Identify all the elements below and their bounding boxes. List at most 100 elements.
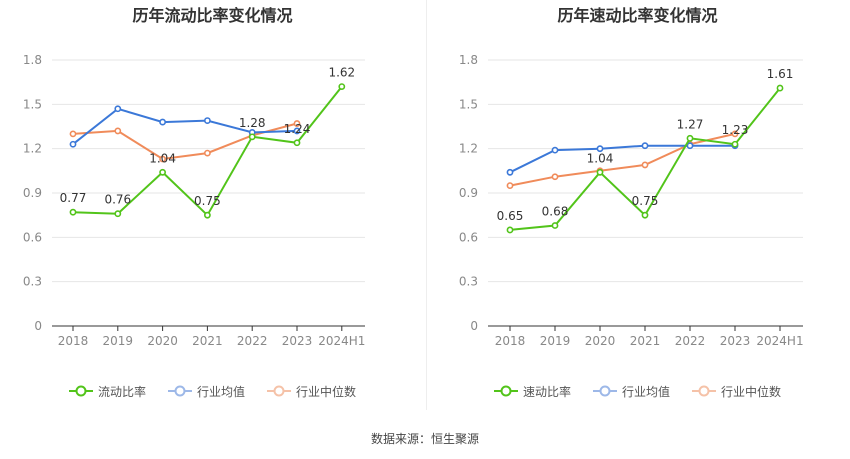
data-label: 1.62 (328, 66, 355, 80)
y-tick-label: 0 (34, 319, 42, 333)
legend-label: 流动比率 (97, 384, 146, 399)
y-tick-label: 0 (470, 319, 478, 333)
y-tick-label: 0.6 (459, 230, 478, 244)
data-point (203, 211, 211, 219)
x-tick-label: 2023 (720, 334, 751, 348)
legend-item-ratio[interactable]: 速动比率 (493, 383, 571, 400)
data-point (506, 226, 514, 234)
data-point (203, 149, 211, 157)
y-tick-label: 0.3 (459, 275, 478, 289)
y-tick-label: 0.3 (23, 275, 42, 289)
data-point (293, 120, 301, 127)
quick-ratio-chart-panel: 历年速动比率变化情况 0 0.3 0.6 0.9 1.2 1.5 1.8 2018 2019 20… (425, 0, 850, 420)
data-point (731, 130, 739, 138)
data-point (159, 118, 166, 126)
current-ratio-chart-panel: 历年流动比率变化情况 0 0.3 0.6 0.9 1.2 1.5 1.8 2018 2019 20… (0, 0, 425, 420)
data-label: 1.04 (149, 151, 176, 165)
data-label: 1.24 (284, 122, 311, 136)
y-tick-label: 1.2 (23, 142, 42, 156)
data-point (159, 168, 166, 176)
data-point (641, 161, 649, 169)
x-tick-label: 2021 (630, 334, 661, 348)
y-tick-label: 1.5 (459, 97, 478, 111)
legend-item-industry-mean[interactable]: 行业均值 (592, 383, 670, 400)
green-line-marker-icon (68, 385, 93, 397)
y-tick-label: 0.9 (23, 186, 42, 200)
data-point (69, 130, 77, 138)
blue-line-marker-icon (167, 385, 192, 397)
data-point (248, 133, 256, 141)
data-label: 0.75 (632, 194, 659, 208)
data-label: 0.77 (60, 191, 87, 205)
legend-label: 行业中位数 (296, 384, 357, 399)
series-line-1 (509, 144, 735, 174)
y-tick-label: 1.2 (459, 142, 478, 156)
x-tick-label: 2022 (675, 334, 706, 348)
data-label: 1.61 (767, 67, 794, 81)
panel-divider (426, 0, 427, 410)
x-tick-label: 2024H1 (756, 334, 803, 348)
data-point (641, 142, 649, 150)
data-point (551, 146, 559, 154)
data-point (641, 211, 649, 219)
data-label: 0.68 (542, 205, 569, 219)
data-point (114, 105, 122, 113)
legend-label: 速动比率 (522, 384, 571, 399)
data-label: 1.04 (587, 151, 614, 165)
data-point (114, 127, 122, 135)
chart-title: 历年速动比率变化情况 (557, 6, 718, 25)
data-point (731, 140, 739, 148)
data-point (776, 84, 784, 92)
legend: 流动比率 行业均值 行业中位数 (0, 381, 425, 401)
data-point (69, 208, 77, 216)
legend-item-industry-mean[interactable]: 行业均值 (167, 383, 245, 400)
data-label: 0.76 (104, 193, 131, 207)
x-tick-label: 2018 (58, 334, 89, 348)
x-tick-label: 2019 (540, 334, 571, 348)
data-point (203, 117, 211, 124)
quick-ratio-chart: 0 0.3 0.6 0.9 1.2 1.5 1.8 2018 2019 2020 2021 2022 2… (459, 53, 804, 348)
x-tick-label: 2023 (282, 334, 313, 348)
data-point (596, 145, 604, 153)
green-line-marker-icon (493, 385, 518, 397)
data-point (114, 210, 122, 218)
data-point (551, 173, 559, 181)
x-tick-label: 2022 (237, 334, 268, 348)
y-tick-label: 0.6 (23, 230, 42, 244)
series-line-2 (72, 122, 298, 161)
legend: 速动比率 行业均值 行业中位数 (425, 381, 850, 401)
x-tick-label: 2021 (192, 334, 223, 348)
data-point (596, 168, 604, 176)
data-point (506, 168, 514, 176)
series-line-1 (72, 107, 298, 145)
x-tick-label: 2020 (147, 334, 178, 348)
data-point (686, 142, 694, 150)
y-tick-label: 1.8 (23, 53, 42, 67)
data-point (686, 134, 694, 142)
data-point (506, 182, 514, 190)
current-ratio-chart: 0 0.3 0.6 0.9 1.2 1.5 1.8 2018 2019 2020 2021 2022 2… (23, 53, 365, 348)
y-tick-label: 0.9 (459, 186, 478, 200)
data-label: 1.27 (677, 117, 704, 131)
x-tick-label: 2024H1 (318, 334, 365, 348)
series-line-2 (509, 132, 736, 187)
data-point (338, 83, 346, 90)
data-label: 0.65 (497, 209, 524, 223)
legend-item-ratio[interactable]: 流动比率 (68, 383, 146, 400)
legend-label: 行业中位数 (721, 384, 782, 399)
data-point (293, 139, 301, 147)
chart-title: 历年流动比率变化情况 (132, 6, 293, 25)
legend-label: 行业均值 (196, 384, 245, 399)
data-point (159, 155, 166, 163)
x-tick-label: 2020 (585, 334, 616, 348)
data-label: 0.75 (194, 194, 221, 208)
y-tick-label: 1.8 (459, 53, 478, 67)
data-point (551, 222, 559, 229)
x-tick-label: 2018 (495, 334, 526, 348)
legend-label: 行业均值 (621, 384, 670, 399)
data-point (293, 127, 301, 135)
legend-item-industry-median[interactable]: 行业中位数 (692, 383, 781, 400)
data-point (69, 140, 77, 148)
legend-item-industry-median[interactable]: 行业中位数 (267, 383, 356, 400)
data-source: 数据来源：恒生聚源 (370, 432, 479, 446)
